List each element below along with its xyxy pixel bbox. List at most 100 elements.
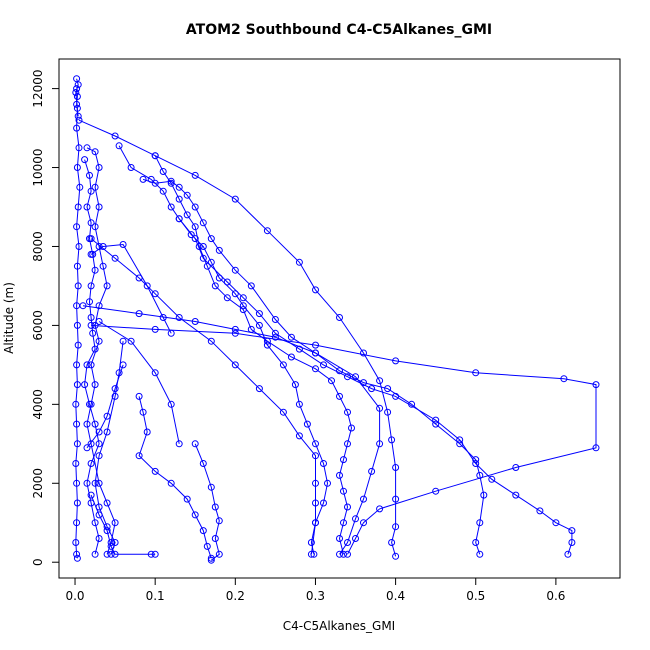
data-point bbox=[199, 460, 207, 467]
data-point bbox=[87, 321, 95, 329]
series-3 bbox=[81, 156, 103, 558]
data-point bbox=[175, 183, 183, 191]
data-point bbox=[143, 428, 151, 436]
data-point bbox=[73, 420, 81, 428]
data-point bbox=[139, 408, 147, 416]
series-line bbox=[98, 321, 180, 444]
data-point bbox=[287, 353, 295, 361]
data-point bbox=[392, 357, 400, 365]
data-point bbox=[392, 392, 400, 400]
data-point bbox=[376, 404, 384, 412]
data-point bbox=[360, 349, 367, 357]
data-point bbox=[107, 550, 115, 558]
data-point bbox=[91, 148, 99, 156]
series-line bbox=[86, 364, 124, 449]
data-point bbox=[231, 325, 239, 333]
data-point bbox=[73, 93, 81, 100]
data-point bbox=[111, 392, 119, 400]
data-point bbox=[255, 385, 263, 393]
data-point bbox=[73, 550, 81, 558]
data-point bbox=[203, 262, 211, 270]
data-point bbox=[324, 479, 331, 487]
data-point bbox=[175, 440, 183, 448]
data-point bbox=[344, 408, 351, 416]
data-point bbox=[74, 112, 82, 120]
data-point bbox=[512, 464, 520, 471]
x-tick-label: 0.4 bbox=[386, 589, 405, 603]
data-point bbox=[231, 266, 239, 274]
data-point bbox=[111, 519, 119, 527]
data-point bbox=[376, 505, 384, 513]
series-15 bbox=[191, 440, 223, 564]
data-point bbox=[74, 203, 82, 211]
data-point bbox=[183, 191, 191, 199]
data-point bbox=[312, 440, 319, 448]
y-tick-label: 10000 bbox=[31, 148, 45, 186]
data-point bbox=[91, 183, 99, 191]
data-point bbox=[147, 550, 155, 558]
data-point bbox=[215, 517, 223, 525]
plot-frame bbox=[58, 58, 621, 579]
y-tick-label: 6000 bbox=[31, 310, 45, 341]
data-point bbox=[199, 219, 207, 227]
data-point bbox=[73, 124, 81, 132]
data-point bbox=[336, 471, 343, 479]
data-point bbox=[279, 408, 287, 416]
x-axis-label: C4-C5Alkanes_GMI bbox=[283, 619, 395, 633]
data-point bbox=[368, 385, 376, 393]
data-point bbox=[91, 420, 99, 428]
data-point bbox=[87, 314, 95, 321]
y-axis-label: Altitude (m) bbox=[2, 282, 16, 354]
data-point bbox=[159, 168, 167, 175]
data-point bbox=[95, 164, 103, 171]
data-point bbox=[91, 266, 99, 274]
data-point bbox=[175, 314, 183, 321]
data-point bbox=[159, 314, 167, 321]
data-point bbox=[344, 550, 351, 558]
data-point bbox=[207, 258, 215, 266]
data-point bbox=[91, 479, 99, 487]
data-point bbox=[83, 144, 91, 152]
data-point bbox=[207, 337, 215, 345]
data-point bbox=[73, 262, 81, 270]
data-point bbox=[476, 519, 484, 527]
data-point bbox=[211, 503, 219, 511]
data-point bbox=[191, 511, 199, 519]
data-point bbox=[384, 408, 392, 416]
data-point bbox=[295, 345, 303, 353]
data-point bbox=[211, 282, 219, 290]
series-line bbox=[75, 78, 81, 559]
data-point bbox=[592, 381, 600, 389]
data-point bbox=[336, 392, 343, 400]
data-point bbox=[384, 385, 392, 393]
data-point bbox=[72, 539, 80, 546]
data-point bbox=[295, 400, 303, 408]
data-point bbox=[103, 527, 111, 535]
data-point bbox=[86, 298, 93, 306]
y-tick-label: 4000 bbox=[31, 389, 45, 420]
data-point bbox=[72, 89, 80, 96]
data-point bbox=[159, 187, 167, 195]
series-line bbox=[138, 396, 212, 559]
plot-area bbox=[72, 75, 600, 564]
series-5 bbox=[115, 142, 331, 558]
series-18 bbox=[95, 318, 183, 448]
data-point bbox=[336, 535, 343, 542]
data-point bbox=[432, 487, 440, 495]
data-point bbox=[279, 361, 287, 369]
data-point bbox=[187, 231, 195, 239]
x-tick-label: 0.3 bbox=[306, 589, 325, 603]
data-point bbox=[472, 369, 480, 377]
data-point bbox=[199, 527, 207, 535]
data-point bbox=[95, 337, 103, 345]
data-point bbox=[103, 412, 111, 420]
data-point bbox=[480, 491, 488, 499]
data-point bbox=[95, 203, 103, 211]
data-point bbox=[312, 365, 319, 373]
data-point bbox=[312, 341, 319, 349]
x-tick-label: 0.6 bbox=[546, 589, 565, 603]
data-point bbox=[103, 499, 111, 507]
data-point bbox=[392, 552, 400, 560]
data-point bbox=[143, 282, 151, 290]
data-point bbox=[76, 183, 84, 191]
